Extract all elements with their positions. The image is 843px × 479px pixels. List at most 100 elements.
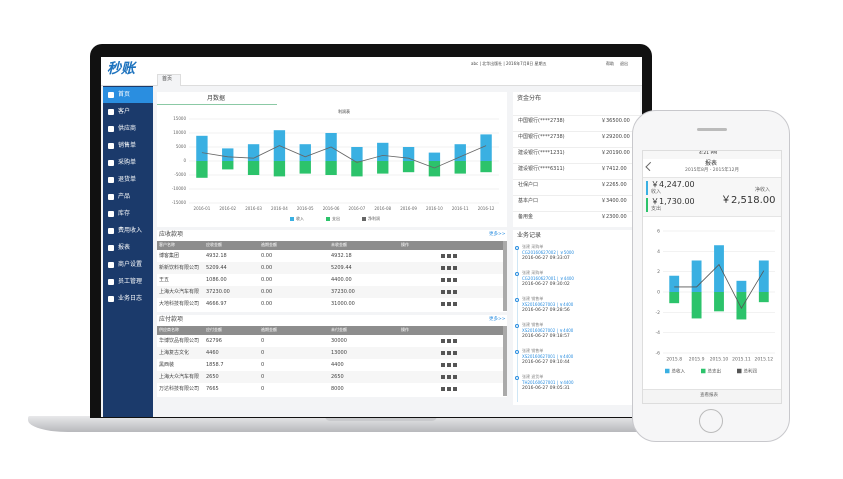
row-divider [513, 211, 640, 212]
table-cell: 0.00 [261, 277, 273, 283]
table-cell: 上海大众汽车有限 [159, 374, 200, 380]
fund-amount: ￥20190.00 [601, 150, 630, 156]
action-icon[interactable] [447, 266, 451, 270]
x-tick-label: 2015.9 [689, 357, 705, 363]
laptop-base [28, 416, 736, 432]
action-icon[interactable] [441, 302, 445, 306]
bar [691, 292, 702, 319]
nav-icon [108, 177, 114, 183]
bar [669, 292, 680, 304]
x-tick-label: 2016-02 [219, 206, 236, 211]
action-icon[interactable] [441, 363, 445, 367]
chart: 利润表 -15000 -10000 -5000 0 5000 10000 15000 2016-… [172, 108, 499, 221]
fund-amount: ￥3400.00 [601, 198, 627, 204]
sidebar [103, 86, 153, 417]
table-cell: 5209.44 [331, 265, 352, 271]
nav-label: 退货单 [118, 176, 137, 183]
fund-amount: ￥2300.00 [601, 214, 627, 220]
table-cell: 5209.44 [206, 265, 227, 271]
table-cell: 0 [261, 362, 265, 368]
bar [273, 161, 286, 177]
table-cell: 新新饮料有限公司 [159, 265, 200, 271]
bar [480, 161, 492, 173]
action-icon[interactable] [441, 387, 445, 391]
bar [351, 147, 363, 161]
row-divider [513, 131, 640, 132]
action-icon[interactable] [447, 363, 451, 367]
y-tick-label: -4 [656, 330, 661, 336]
action-icon[interactable] [447, 339, 451, 343]
legend-label: 收入 [296, 215, 304, 221]
bar [196, 161, 208, 178]
action-icon[interactable] [441, 266, 445, 270]
back-icon[interactable] [645, 161, 655, 172]
action-icon[interactable] [453, 387, 457, 391]
table-cell: 0 [261, 374, 265, 380]
footer-link[interactable]: 查看报表 [700, 393, 718, 398]
action-icon[interactable] [441, 254, 445, 258]
action-icon[interactable] [441, 290, 445, 294]
x-tick-label: 2016-05 [297, 206, 314, 211]
bar [714, 245, 724, 292]
table-cell: 4460 [206, 350, 219, 356]
action-icon[interactable] [453, 351, 457, 355]
action-icon[interactable] [447, 290, 451, 294]
y-tick-label: 0 [657, 290, 660, 296]
table-row [157, 359, 507, 371]
action-icon[interactable] [453, 290, 457, 294]
action-icon[interactable] [453, 363, 457, 367]
table-cell: 黑西装 [159, 362, 175, 368]
action-icon[interactable] [447, 254, 451, 258]
action-icon[interactable] [453, 339, 457, 343]
table-cell: 王五 [159, 277, 170, 283]
bar [196, 135, 208, 161]
timeline-dot [515, 376, 519, 380]
action-icon[interactable] [441, 375, 445, 379]
x-tick-label: 2015.12 [754, 357, 773, 363]
bar [669, 275, 680, 292]
table-cell: 0.00 [261, 265, 273, 271]
table-header [157, 241, 507, 250]
row-divider [513, 195, 640, 196]
legend-label: 总收入 [672, 368, 686, 375]
action-icon[interactable] [447, 351, 451, 355]
action-icon[interactable] [441, 351, 445, 355]
record-time: 2016-06-27 09:18:57 [522, 334, 570, 339]
more-link[interactable]: 更多>> [489, 232, 506, 237]
action-icon[interactable] [453, 278, 457, 282]
record-time: 2016-06-27 09:28:56 [522, 308, 570, 313]
bar [377, 142, 389, 161]
nav-item[interactable] [103, 87, 153, 103]
action-icon[interactable] [453, 302, 457, 306]
record-title: 张建 销售单 [522, 348, 544, 353]
header-bar [101, 57, 642, 86]
more-link[interactable]: 更多>> [489, 317, 506, 322]
legend-swatch [362, 217, 366, 221]
bar [758, 260, 769, 292]
fund-name: 建设银行(****1231) [518, 150, 565, 156]
action-icon[interactable] [441, 278, 445, 282]
phone-home-button[interactable] [699, 409, 723, 433]
record-code: TH20160627001 | ￥4400 [522, 380, 574, 385]
action-icon[interactable] [453, 375, 457, 379]
x-tick-label: 2016-06 [323, 206, 340, 211]
table-cell: 37230.00 [206, 289, 230, 295]
action-icon[interactable] [447, 387, 451, 391]
action-icon[interactable] [453, 266, 457, 270]
action-icon[interactable] [447, 278, 451, 282]
nav-label: 业务日志 [118, 295, 143, 302]
nav-icon [108, 262, 114, 268]
record-time: 2016-06-27 09:33:07 [522, 256, 570, 261]
action-icon[interactable] [447, 375, 451, 379]
table-cell: 4932.18 [331, 253, 352, 259]
logo: 秒账 [107, 61, 135, 77]
legend-swatch [326, 217, 330, 221]
action-icon[interactable] [453, 254, 457, 258]
panel-title: 应付款项 [159, 316, 184, 323]
action-icon[interactable] [441, 339, 445, 343]
nav-label: 销售单 [118, 142, 137, 149]
table-cell: 8000 [331, 386, 344, 392]
panel-underline [157, 104, 277, 105]
action-icon[interactable] [447, 302, 451, 306]
record-code: XS20160627002 | ￥4400 [522, 328, 574, 333]
